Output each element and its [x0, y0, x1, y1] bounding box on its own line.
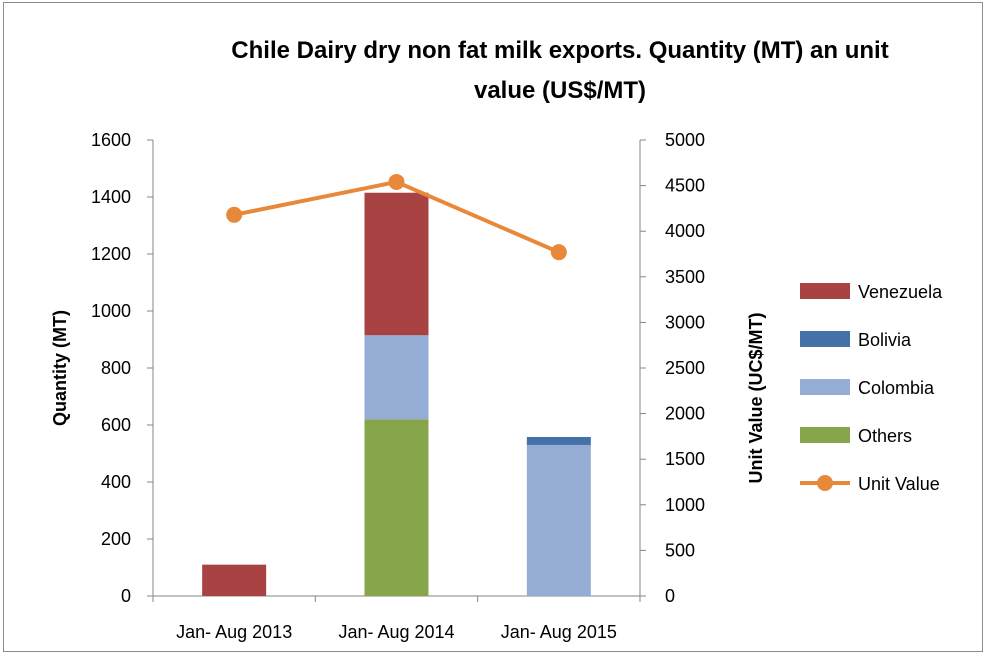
right-tick-label: 2000: [665, 404, 705, 424]
left-tick-label: 1200: [91, 244, 131, 264]
legend-label-unit-value: Unit Value: [858, 474, 940, 494]
right-tick-label: 1000: [665, 495, 705, 515]
right-tick-label: 500: [665, 540, 695, 560]
chart-frame: [3, 2, 983, 652]
left-axis-ticks: 0 200 400 600 800 1000 1200 1400 1600: [91, 130, 153, 606]
left-tick-label: 800: [101, 358, 131, 378]
legend-label-others: Others: [858, 426, 912, 446]
legend: Venezuela Bolivia Colombia Others Unit Value: [800, 282, 943, 494]
legend-swatch-venezuela: [800, 283, 850, 299]
right-tick-label: 5000: [665, 130, 705, 150]
legend-swatch-colombia: [800, 379, 850, 395]
legend-swatch-unit-value-marker: [817, 475, 833, 491]
bar-venezuela-0: [202, 564, 267, 596]
unit-value-point-0: [226, 206, 243, 223]
x-tick-label: Jan- Aug 2013: [176, 622, 292, 642]
right-tick-label: 1500: [665, 449, 705, 469]
right-tick-label: 2500: [665, 358, 705, 378]
right-axis-ticks: 0 500 1000 1500 2000 2500 3000 3500 4000 4500 5000: [640, 130, 705, 606]
right-tick-label: 4000: [665, 221, 705, 241]
y2-axis-title: Unit Value (UC$/MT): [746, 312, 766, 483]
chart-title: Chile Dairy dry non fat milk exports. Qu…: [231, 37, 888, 104]
x-tick-label: Jan- Aug 2015: [501, 622, 617, 642]
bar-colombia-2: [526, 444, 591, 596]
left-tick-label: 1400: [91, 187, 131, 207]
left-tick-label: 400: [101, 472, 131, 492]
chart-title-line-1: Chile Dairy dry non fat milk exports. Qu…: [231, 37, 888, 64]
y-axis-title: Quantity (MT): [50, 310, 70, 426]
bar-bolivia-2: [526, 436, 591, 445]
left-tick-label: 0: [121, 586, 131, 606]
bars: [202, 192, 591, 596]
legend-label-venezuela: Venezuela: [858, 282, 943, 302]
right-tick-label: 0: [665, 586, 675, 606]
legend-swatch-bolivia: [800, 331, 850, 347]
left-tick-label: 1000: [91, 301, 131, 321]
left-tick-label: 600: [101, 415, 131, 435]
unit-value-point-1: [388, 173, 405, 190]
unit-value-point-2: [550, 244, 567, 261]
legend-label-bolivia: Bolivia: [858, 330, 912, 350]
right-tick-label: 3500: [665, 267, 705, 287]
bar-venezuela-1: [364, 192, 429, 336]
plot-area: 0 200 400 600 800 1000 1200 1400 1600 0 500 1000 15…: [91, 130, 705, 642]
x-tick-label: Jan- Aug 2014: [338, 622, 454, 642]
unit-value-line-layer: [226, 173, 567, 261]
legend-swatch-others: [800, 427, 850, 443]
left-tick-label: 1600: [91, 130, 131, 150]
bar-others-1: [364, 419, 429, 596]
right-tick-label: 3000: [665, 312, 705, 332]
right-tick-label: 4500: [665, 176, 705, 196]
left-tick-label: 200: [101, 529, 131, 549]
chart-title-line-2: value (US$/MT): [474, 77, 646, 104]
x-axis-ticks: Jan- Aug 2013 Jan- Aug 2014 Jan- Aug 2015: [152, 596, 641, 642]
bar-colombia-1: [364, 335, 429, 420]
legend-label-colombia: Colombia: [858, 378, 935, 398]
